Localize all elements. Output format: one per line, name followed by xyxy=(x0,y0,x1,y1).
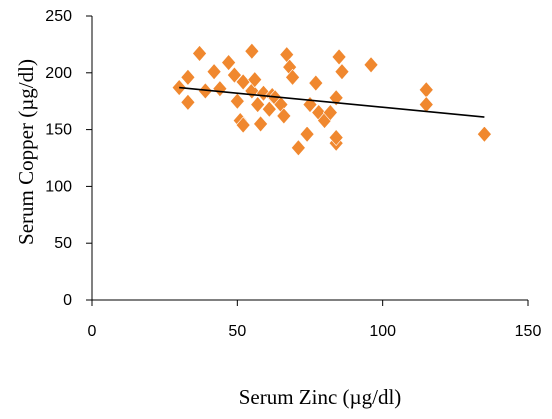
data-point xyxy=(279,46,295,64)
y-axis: 0 50 100 150 200 250 xyxy=(45,8,93,309)
data-point xyxy=(227,66,242,84)
data-point xyxy=(285,68,300,86)
data-point xyxy=(418,96,434,114)
data-point xyxy=(235,116,251,134)
data-point xyxy=(261,100,277,118)
data-point xyxy=(229,92,245,110)
y-tick-label: 100 xyxy=(45,178,72,195)
x-axis: 0 50 100 150 xyxy=(88,299,542,340)
x-tick-label: 0 xyxy=(88,323,97,340)
data-point xyxy=(250,96,266,114)
data-point xyxy=(253,115,268,133)
y-tick-label: 150 xyxy=(45,122,72,139)
trendline xyxy=(179,86,485,118)
y-tick-label: 200 xyxy=(45,65,72,82)
data-point xyxy=(477,125,492,143)
data-point xyxy=(363,56,379,74)
data-point xyxy=(276,107,292,125)
data-point xyxy=(418,81,434,99)
y-tick-label: 0 xyxy=(63,292,72,309)
data-point xyxy=(247,71,263,89)
data-point xyxy=(206,63,222,81)
data-point xyxy=(334,63,350,81)
data-point xyxy=(192,45,207,62)
x-tick-label: 50 xyxy=(228,323,246,340)
x-tick-label: 100 xyxy=(369,323,396,340)
y-tick-label: 250 xyxy=(45,8,72,25)
data-point xyxy=(328,129,344,147)
data-point xyxy=(244,42,260,60)
x-axis-title: Serum Zinc (µg/dl) xyxy=(239,385,402,409)
data-point xyxy=(212,80,228,98)
data-point xyxy=(197,82,213,100)
y-axis-title: Serum Copper (µg/dl) xyxy=(14,59,38,245)
trendline-group xyxy=(179,86,485,118)
data-point xyxy=(331,48,347,66)
y-tick-label: 50 xyxy=(54,235,72,252)
data-point xyxy=(180,93,196,111)
data-point xyxy=(221,54,237,72)
data-point xyxy=(180,68,196,86)
data-point xyxy=(308,74,324,92)
x-tick-label: 150 xyxy=(515,323,542,340)
data-point xyxy=(322,104,338,122)
data-points xyxy=(171,42,492,157)
data-point xyxy=(290,139,306,157)
data-point xyxy=(299,125,315,143)
